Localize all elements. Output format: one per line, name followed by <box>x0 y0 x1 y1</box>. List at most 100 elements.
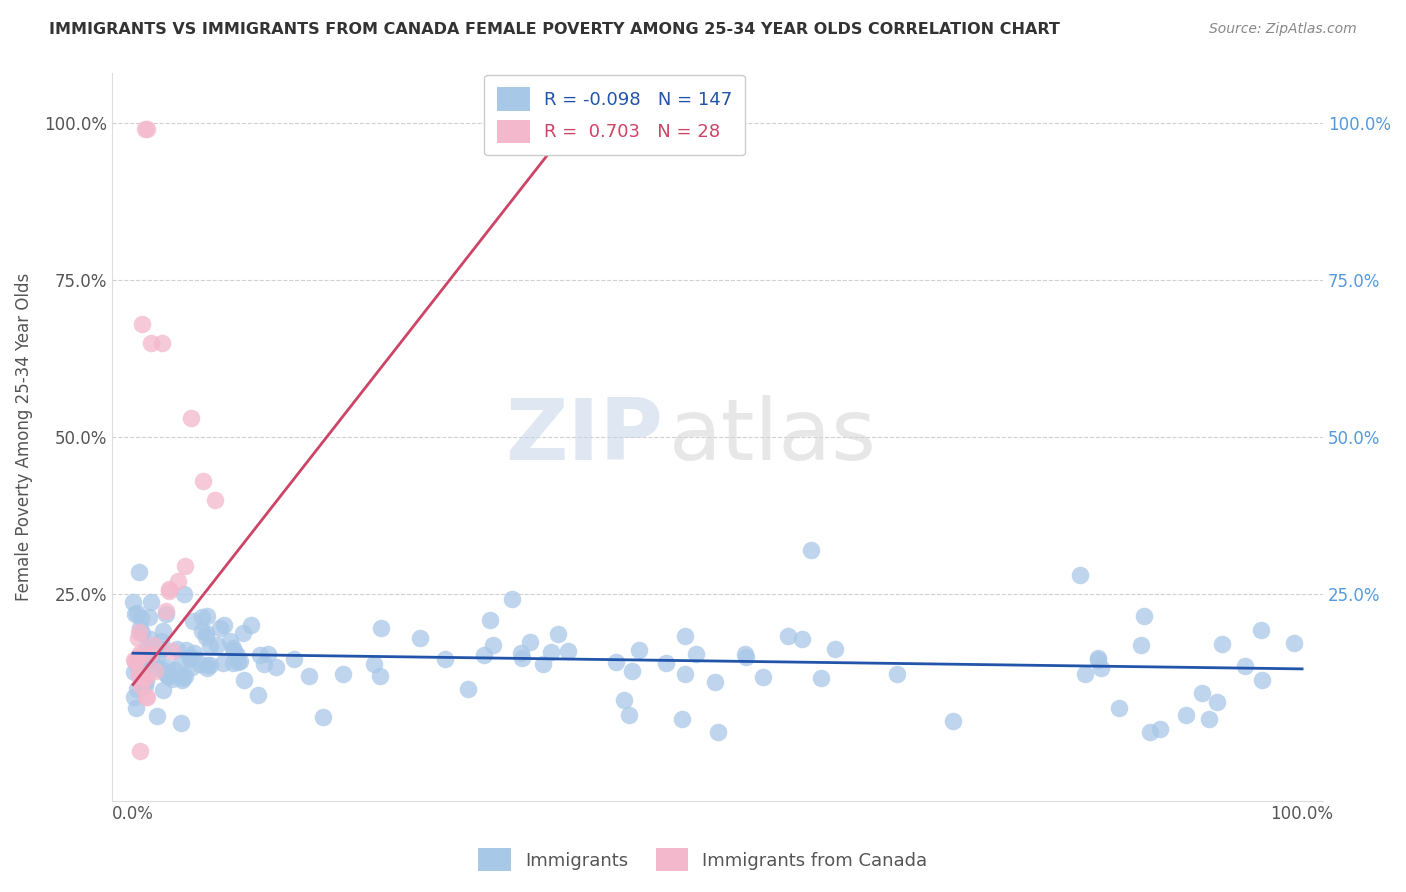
Point <box>510 650 533 665</box>
Point <box>232 673 254 688</box>
Point <box>129 679 152 693</box>
Point <box>135 673 157 688</box>
Point <box>174 642 197 657</box>
Point <box>135 652 157 666</box>
Point <box>149 641 172 656</box>
Point <box>139 632 162 646</box>
Point <box>1250 673 1272 688</box>
Point <box>124 607 146 622</box>
Point <box>125 682 148 697</box>
Point <box>654 657 676 671</box>
Point <box>540 645 562 659</box>
Point <box>128 565 150 579</box>
Point <box>1069 567 1091 582</box>
Point <box>169 657 191 671</box>
Point <box>685 647 707 661</box>
Point <box>141 645 163 659</box>
Point <box>124 654 146 668</box>
Point <box>204 492 226 507</box>
Point <box>155 667 177 681</box>
Point <box>703 674 725 689</box>
Legend: Immigrants, Immigrants from Canada: Immigrants, Immigrants from Canada <box>471 841 935 879</box>
Point <box>131 662 153 676</box>
Point <box>673 667 696 681</box>
Point <box>173 587 195 601</box>
Point <box>136 122 159 136</box>
Point <box>734 650 756 665</box>
Point <box>195 608 218 623</box>
Point <box>191 609 214 624</box>
Point <box>136 690 159 704</box>
Point <box>139 335 162 350</box>
Point <box>155 660 177 674</box>
Point <box>128 665 150 679</box>
Point <box>136 648 159 663</box>
Point <box>1130 638 1153 652</box>
Y-axis label: Female Poverty Among 25-34 Year Olds: Female Poverty Among 25-34 Year Olds <box>15 273 32 601</box>
Point <box>128 648 150 663</box>
Point <box>225 648 247 662</box>
Point <box>478 613 501 627</box>
Point <box>127 606 149 620</box>
Point <box>125 700 148 714</box>
Point <box>191 474 214 488</box>
Text: atlas: atlas <box>669 395 877 478</box>
Point <box>312 710 335 724</box>
Point <box>249 648 271 662</box>
Point <box>232 626 254 640</box>
Point <box>122 665 145 679</box>
Text: Source: ZipAtlas.com: Source: ZipAtlas.com <box>1209 22 1357 37</box>
Point <box>1087 651 1109 665</box>
Point <box>547 627 569 641</box>
Point <box>222 644 245 658</box>
Point <box>433 652 456 666</box>
Point <box>671 712 693 726</box>
Point <box>673 629 696 643</box>
Point <box>128 668 150 682</box>
Point <box>1284 636 1306 650</box>
Point <box>124 690 146 704</box>
Point <box>127 651 149 665</box>
Point <box>127 658 149 673</box>
Point <box>157 669 180 683</box>
Point <box>183 646 205 660</box>
Point <box>143 665 166 679</box>
Point <box>368 668 391 682</box>
Point <box>181 614 204 628</box>
Point <box>605 655 627 669</box>
Point <box>170 715 193 730</box>
Point <box>122 652 145 666</box>
Point <box>214 618 236 632</box>
Point <box>157 582 180 596</box>
Point <box>129 665 152 680</box>
Point <box>150 634 173 648</box>
Point <box>191 624 214 639</box>
Point <box>174 558 197 573</box>
Point <box>135 690 157 704</box>
Point <box>157 583 180 598</box>
Point <box>135 670 157 684</box>
Point <box>122 595 145 609</box>
Point <box>146 709 169 723</box>
Point <box>142 639 165 653</box>
Point <box>152 664 174 678</box>
Point <box>510 646 533 660</box>
Point <box>734 648 756 662</box>
Point <box>195 625 218 640</box>
Point <box>706 724 728 739</box>
Point <box>212 656 235 670</box>
Point <box>180 649 202 664</box>
Point <box>457 681 479 696</box>
Point <box>1074 666 1097 681</box>
Point <box>617 707 640 722</box>
Point <box>166 641 188 656</box>
Point <box>240 617 263 632</box>
Point <box>163 663 186 677</box>
Point <box>283 652 305 666</box>
Point <box>332 667 354 681</box>
Point <box>156 667 179 681</box>
Point <box>942 714 965 729</box>
Point <box>1139 724 1161 739</box>
Point <box>1234 659 1257 673</box>
Point <box>128 625 150 640</box>
